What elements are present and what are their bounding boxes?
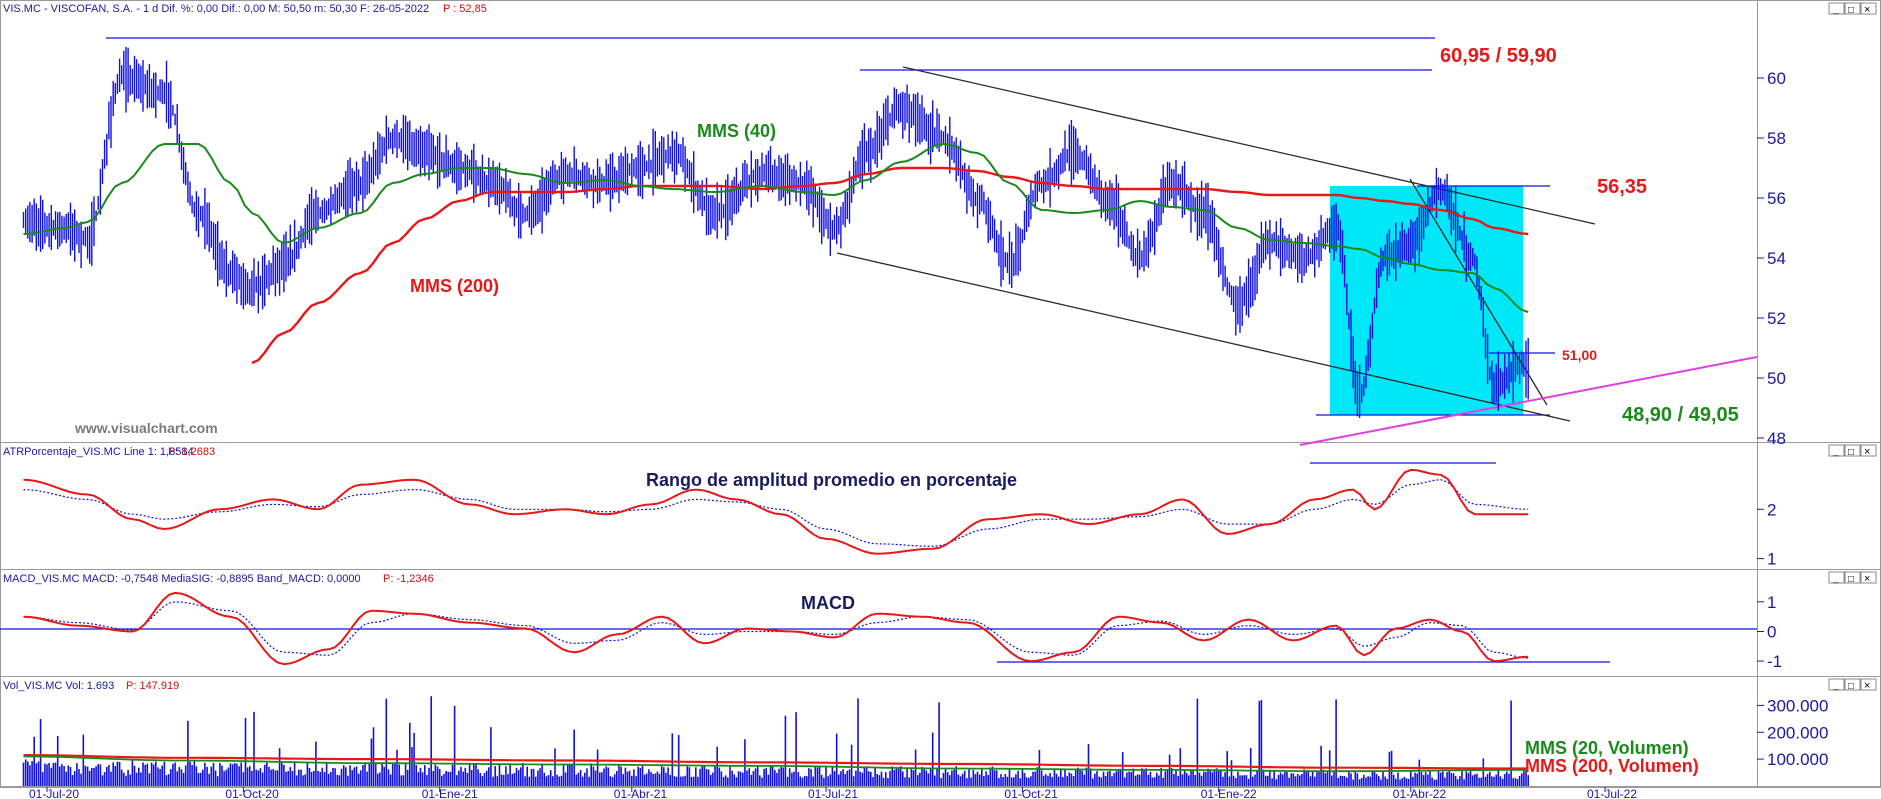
- y-tick-label: 48: [1767, 429, 1786, 448]
- y-tick-label: 300.000: [1767, 696, 1828, 715]
- minimize-icon: _: [1832, 573, 1839, 584]
- header-main-p: P : 52,85: [443, 3, 487, 15]
- watermark: www.visualchart.com: [74, 420, 218, 436]
- atr-line: [23, 468, 1529, 555]
- volume-lines: [23, 754, 1529, 773]
- x-tick-label: 01-Oct-21: [1004, 787, 1058, 799]
- minimize-button[interactable]: [1828, 678, 1845, 691]
- y-tick-label: 1: [1767, 550, 1776, 569]
- x-tick-label: 01-Jul-21: [808, 787, 858, 799]
- y-tick-label: 100.000: [1767, 750, 1828, 769]
- close-icon: ×: [1864, 573, 1870, 585]
- consolidation-zone: [1330, 186, 1523, 415]
- minimize-button[interactable]: [1828, 571, 1845, 584]
- x-tick-label: 01-Jul-22: [1587, 787, 1637, 799]
- x-tick-label: 01-Oct-20: [225, 787, 279, 799]
- annotation-mms40: MMS (40): [697, 121, 776, 141]
- macd-line: [23, 591, 1529, 666]
- annotation-vol-mms200: MMS (200, Volumen): [1525, 756, 1699, 776]
- price-candles: [22, 46, 1529, 418]
- close-button[interactable]: [1860, 571, 1877, 584]
- minimize-button[interactable]: [1828, 2, 1845, 15]
- close-button[interactable]: [1860, 444, 1877, 457]
- channel-upper: [902, 66, 1596, 225]
- window-buttons-main: _ □ ×: [1828, 2, 1877, 16]
- maximize-button[interactable]: [1844, 2, 1861, 15]
- x-tick-label: 01-Abr-22: [1393, 787, 1447, 799]
- annotation-lvl-5635: 56,35: [1597, 176, 1647, 198]
- y-tick-label: 50: [1767, 369, 1786, 388]
- y-axes: 48 50 52 54 56 58 60 1 2 -1 0 1 100.000 200.000 300.00…: [1757, 69, 1828, 769]
- minimize-icon: _: [1832, 4, 1839, 15]
- x-tick-label: 01-Abr-21: [614, 787, 668, 799]
- y-tick-label: 1: [1767, 593, 1776, 612]
- macd-lines: [23, 591, 1529, 666]
- close-icon: ×: [1864, 680, 1870, 692]
- annotation-mms200: MMS (200): [410, 276, 499, 296]
- vol-mms20-line: [23, 755, 1529, 773]
- price-drawings: [106, 37, 1758, 446]
- atr-lines: [23, 468, 1529, 555]
- maximize-icon: □: [1848, 574, 1854, 585]
- atr-signal-line: [23, 479, 1529, 547]
- y-tick-label: -1: [1767, 652, 1782, 671]
- header-main: VIS.MC - VISCOFAN, S.A. - 1 d Dif. %: 0,…: [3, 3, 429, 15]
- minimize-icon: _: [1832, 446, 1839, 457]
- macd-title: MACD: [801, 593, 855, 613]
- maximize-button[interactable]: [1844, 571, 1861, 584]
- header-macd-p: P: -1,2346: [383, 573, 434, 585]
- window-buttons-atr: _ □ ×: [1828, 444, 1877, 458]
- header-macd: MACD_VIS.MC MACD: -0,7548 MediaSIG: -0,8…: [3, 573, 361, 585]
- mms200-line: [251, 166, 1529, 365]
- y-tick-label: 54: [1767, 249, 1786, 268]
- header-atr-p: P: 1,2683: [168, 446, 215, 458]
- y-tick-label: 58: [1767, 129, 1786, 148]
- y-tick-label: 0: [1767, 623, 1776, 642]
- maximize-icon: □: [1848, 5, 1854, 16]
- channel-lower: [836, 252, 1571, 422]
- maximize-icon: □: [1848, 447, 1854, 458]
- x-tick-label: 01-Ene-22: [1201, 787, 1257, 799]
- header-atr: ATRPorcentaje_VIS.MC Line 1: 1,8584: [3, 446, 194, 458]
- x-axis: 01-Jul-20 01-Oct-20 01-Ene-21 01-Abr-21 01-J…: [29, 787, 1637, 799]
- maximize-icon: □: [1848, 681, 1854, 692]
- vol-mms200-line: [23, 754, 1529, 770]
- annotation-lvl-bottom: 48,90 / 49,05: [1622, 404, 1739, 426]
- x-tick-label: 01-Ene-21: [422, 787, 478, 799]
- y-tick-label: 60: [1767, 69, 1786, 88]
- close-icon: ×: [1864, 4, 1870, 16]
- maximize-button[interactable]: [1844, 444, 1861, 457]
- minimize-button[interactable]: [1828, 444, 1845, 457]
- header-vol: Vol_VIS.MC Vol: 1.693: [3, 680, 114, 692]
- close-button[interactable]: [1860, 678, 1877, 691]
- annotation-lvl-top: 60,95 / 59,90: [1440, 45, 1557, 67]
- annotation-vol-mms20: MMS (20, Volumen): [1525, 738, 1689, 758]
- close-icon: ×: [1864, 446, 1870, 458]
- y-tick-label: 52: [1767, 309, 1786, 328]
- window-buttons-vol: _ □ ×: [1828, 678, 1877, 692]
- volume-bars: [22, 696, 1529, 786]
- x-tick-label: 01-Jul-20: [29, 787, 79, 799]
- minimize-icon: _: [1832, 680, 1839, 691]
- y-tick-label: 56: [1767, 189, 1786, 208]
- y-tick-label: 2: [1767, 500, 1776, 519]
- atr-title: Rango de amplitud promedio en porcentaje: [646, 470, 1017, 490]
- maximize-button[interactable]: [1844, 678, 1861, 691]
- annotation-lvl-51: 51,00: [1562, 347, 1597, 363]
- window-buttons-macd: _ □ ×: [1828, 571, 1877, 585]
- y-tick-label: 200.000: [1767, 723, 1828, 742]
- mms40-line: [23, 142, 1529, 313]
- header-vol-p: P: 147.919: [126, 680, 179, 692]
- price-lines: [23, 142, 1529, 365]
- close-button[interactable]: [1860, 2, 1877, 15]
- support-trendline-pink: [1299, 356, 1758, 446]
